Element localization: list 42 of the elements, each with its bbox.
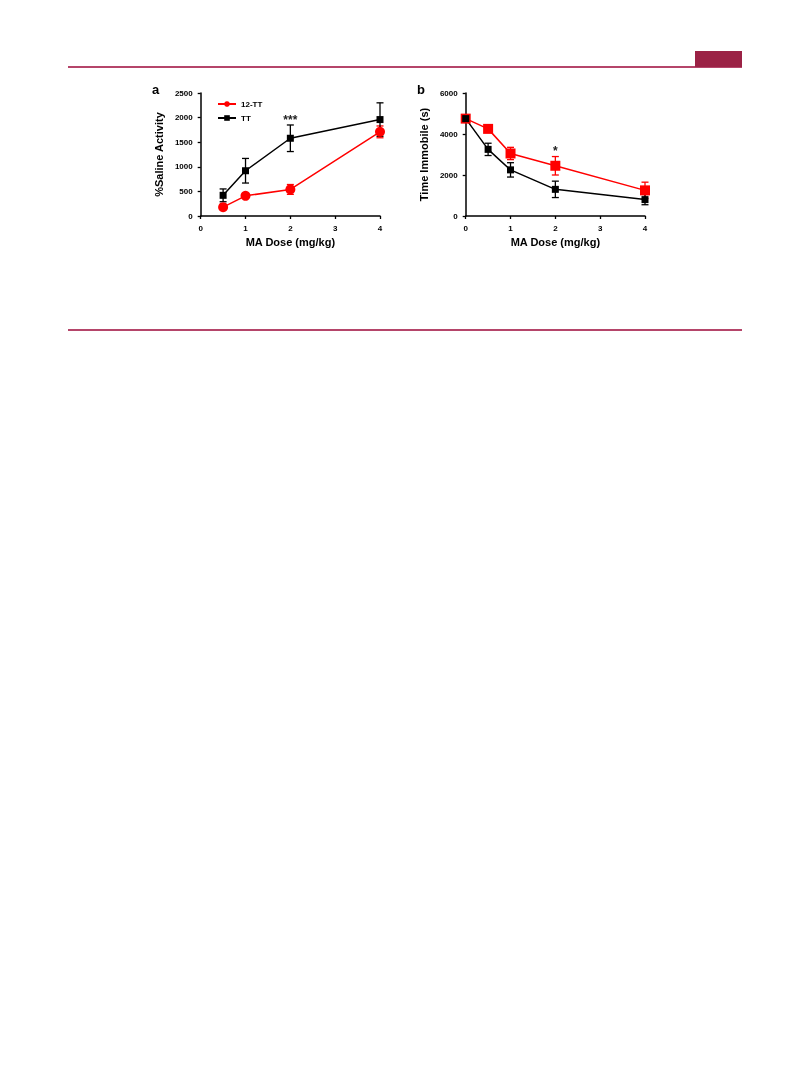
y-tick-label: 2000	[174, 113, 194, 123]
x-tick-label: 3	[332, 223, 338, 233]
y-axis-title: Time Immobile (s)	[417, 107, 430, 202]
point	[376, 116, 384, 124]
y-tick-label: 6000	[439, 88, 459, 98]
y-tick-label: 500	[179, 186, 194, 196]
point	[550, 160, 561, 171]
point	[286, 134, 294, 142]
y-tick-label: 0	[453, 211, 459, 221]
y-tick-label: 4000	[439, 129, 459, 139]
y-tick-label: 1500	[174, 137, 194, 147]
legend-label: 12-TT	[241, 99, 263, 109]
point	[551, 185, 559, 193]
point	[219, 191, 227, 199]
x-tick-label: 3	[597, 223, 603, 233]
annotation: *	[553, 144, 559, 159]
x-tick-label: 1	[508, 223, 514, 233]
point	[483, 123, 494, 134]
chart-title: b	[417, 82, 425, 97]
x-tick-label: 4	[377, 223, 383, 233]
point	[484, 145, 492, 153]
x-axis-title: MA Dose (mg/kg)	[245, 236, 336, 249]
annotation: ***	[283, 113, 298, 128]
x-tick-label: 4	[642, 223, 648, 233]
chart-title: a	[152, 82, 160, 97]
legend-label: TT	[241, 113, 251, 123]
x-tick-label: 0	[463, 223, 469, 233]
point	[640, 185, 650, 196]
y-tick-label: 2500	[174, 88, 194, 98]
point	[218, 202, 229, 213]
x-tick-label: 2	[553, 223, 559, 233]
y-axis-title: %Saline Activity	[152, 111, 165, 197]
x-tick-label: 0	[198, 223, 204, 233]
y-tick-label: 0	[188, 211, 194, 221]
x-axis-title: MA Dose (mg/kg)	[510, 236, 601, 249]
x-tick-label: 2	[288, 223, 294, 233]
point	[507, 166, 515, 174]
point	[242, 167, 250, 175]
y-tick-label: 2000	[439, 170, 459, 180]
x-tick-label: 1	[243, 223, 249, 233]
point	[240, 190, 251, 201]
y-tick-label: 1000	[174, 162, 194, 172]
